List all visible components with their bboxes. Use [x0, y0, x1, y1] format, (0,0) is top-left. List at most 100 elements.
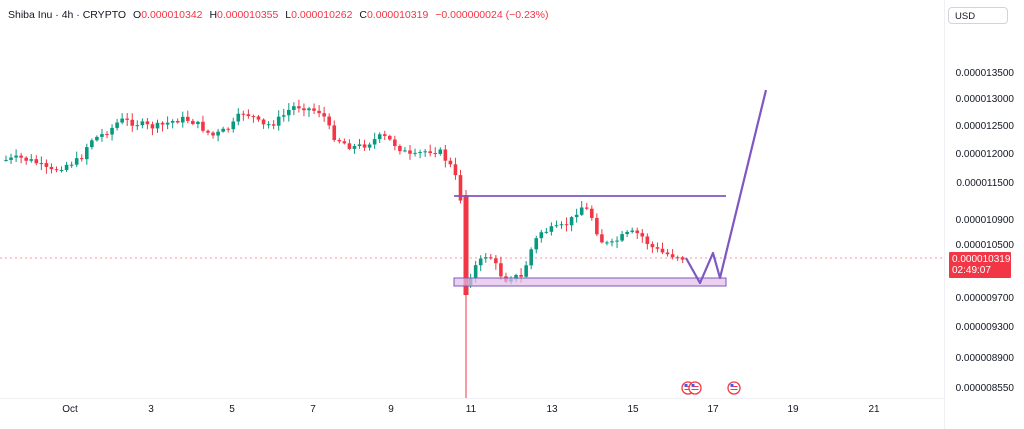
candle-body — [35, 159, 39, 163]
candle-body — [75, 158, 79, 165]
candle-body — [600, 234, 604, 242]
candle-body — [252, 116, 256, 117]
high-value: 0.000010355 — [217, 9, 278, 21]
candle-body — [327, 117, 331, 126]
support-zone — [454, 278, 726, 286]
candle-body — [534, 238, 538, 249]
candle-body — [560, 224, 564, 225]
candle-body — [641, 233, 645, 236]
candle-body — [615, 241, 619, 242]
time-axis-label: 3 — [148, 404, 154, 415]
candle-body — [115, 123, 119, 128]
time-axis-label: 5 — [229, 404, 235, 415]
candle-body — [231, 122, 235, 130]
candle-body — [479, 259, 483, 266]
candle-body — [65, 165, 69, 170]
candle-body — [156, 123, 160, 129]
candle-body — [257, 116, 261, 119]
candle-body — [297, 106, 301, 108]
candle-body — [661, 249, 665, 253]
candle-body — [14, 156, 18, 158]
time-axis-label: 7 — [310, 404, 316, 415]
candle-body — [312, 108, 316, 110]
us-flag-event-icon — [689, 382, 701, 394]
candle-body — [388, 136, 392, 140]
candle-body — [403, 150, 407, 151]
time-axis-label: 13 — [546, 404, 557, 415]
time-axis-label: 15 — [627, 404, 638, 415]
candle-body — [368, 145, 372, 148]
price-axis-label: 0.000012500 — [956, 121, 1014, 132]
candle-body — [630, 231, 634, 232]
bar-countdown: 02:49:07 — [952, 265, 1008, 276]
candle-body — [105, 134, 109, 135]
candle-body — [393, 139, 397, 145]
candle-body — [40, 163, 44, 164]
candle-body — [50, 167, 54, 169]
candle-body — [267, 124, 271, 125]
candle-body — [666, 252, 670, 254]
candle-body — [70, 165, 74, 166]
candle-body — [146, 121, 150, 124]
candle-body — [444, 150, 448, 161]
candle-body — [272, 124, 276, 125]
close-value: 0.000010319 — [367, 9, 428, 21]
candle-body — [580, 208, 584, 215]
candle-body — [363, 144, 367, 147]
candle-body — [125, 119, 129, 120]
price-axis-label: 0.000013000 — [956, 94, 1014, 105]
open-label: O — [133, 9, 141, 21]
time-axis-label: 19 — [787, 404, 798, 415]
candle-body — [610, 241, 614, 242]
candle-body — [186, 117, 190, 121]
candle-body — [196, 122, 200, 124]
candle-body — [540, 232, 544, 238]
candle-body — [120, 119, 124, 123]
candle-body — [237, 114, 241, 122]
candle-body — [428, 151, 432, 153]
candle-body — [605, 242, 609, 243]
candle-body — [151, 124, 155, 128]
candle-body — [494, 258, 498, 263]
price-axis-label: 0.000009300 — [956, 322, 1014, 333]
candle-body — [4, 160, 8, 161]
candle-body — [625, 232, 629, 234]
candle-body — [130, 120, 134, 126]
time-axis-separator — [0, 398, 944, 399]
candle-body — [166, 123, 170, 125]
candle-body — [595, 218, 599, 234]
candle-body — [570, 217, 574, 225]
candle-body — [378, 134, 382, 139]
candle-body — [585, 208, 589, 209]
candle-body — [80, 158, 84, 159]
candle-body — [423, 151, 427, 152]
candle-body — [141, 121, 145, 125]
price-axis-label: 0.000008550 — [956, 383, 1014, 394]
candle-body — [29, 159, 33, 161]
high-label: H — [209, 9, 217, 21]
candle-body — [545, 232, 549, 233]
price-axis-label: 0.000011500 — [956, 178, 1014, 189]
price-plot[interactable] — [0, 0, 944, 398]
candle-body — [45, 163, 49, 167]
candle-body — [449, 161, 453, 165]
time-axis-label: 17 — [707, 404, 718, 415]
candle-body — [322, 113, 326, 116]
projection-path — [686, 90, 766, 283]
candle-body — [292, 106, 296, 110]
time-axis-label: 21 — [868, 404, 879, 415]
price-axis-label: 0.000008900 — [956, 353, 1014, 364]
candle-body — [646, 236, 650, 244]
candle-body — [302, 108, 306, 110]
candle-body — [282, 115, 286, 116]
candle-body — [55, 169, 59, 170]
candle-body — [85, 147, 89, 159]
candle-body — [555, 225, 559, 226]
currency-button[interactable]: USD — [948, 7, 1008, 24]
candle-body — [635, 231, 639, 234]
candle-body — [287, 110, 291, 115]
candle-body — [519, 275, 523, 277]
candle-body — [656, 247, 660, 249]
candle-body — [575, 215, 579, 217]
